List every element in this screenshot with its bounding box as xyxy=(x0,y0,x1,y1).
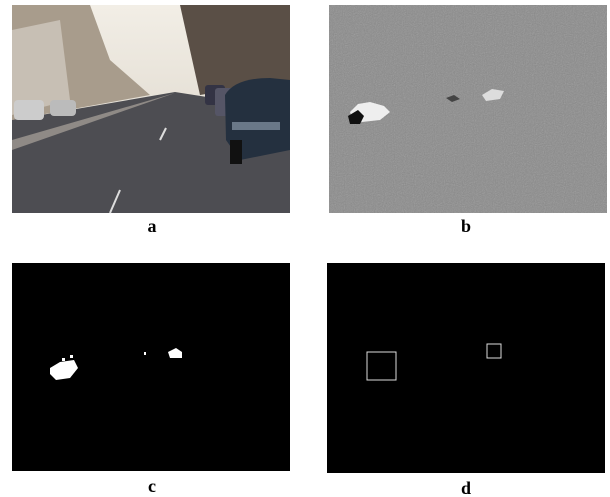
panel-label: b xyxy=(461,216,471,236)
panel-c-image xyxy=(12,263,290,471)
panel-label: d xyxy=(461,478,471,497)
panel-b-image xyxy=(329,5,607,213)
panel-a-image xyxy=(12,5,290,213)
panel-d-image xyxy=(327,263,605,473)
panel-label: a xyxy=(148,216,157,236)
figure: a b c d xyxy=(0,0,610,497)
panel-label: c xyxy=(148,476,156,496)
